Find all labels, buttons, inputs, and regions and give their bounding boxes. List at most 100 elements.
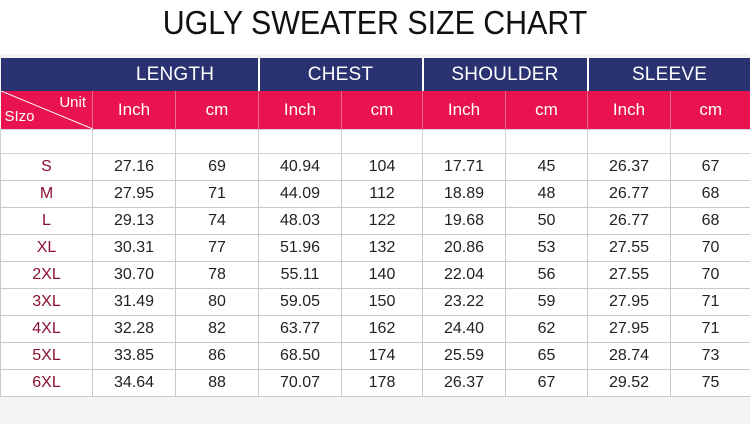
size-label: 6XL	[0, 369, 93, 397]
size-label: 5XL	[0, 342, 93, 370]
measurement-cell: 65	[505, 342, 588, 370]
measurement-cell: 50	[505, 207, 588, 235]
size-label: M	[0, 180, 93, 208]
unit-chest-inch: Inch	[258, 91, 342, 130]
unit-header-row: Unit SIzo Inch cm Inch cm Inch cm Inch c…	[0, 91, 750, 130]
size-label: XL	[0, 234, 93, 262]
measurement-cell: 150	[341, 288, 423, 316]
table-row: 4XL 32.28 82 63.77 162 24.40 62 27.95 71	[0, 315, 750, 343]
group-header-shoulder: SHOULDER	[421, 58, 588, 91]
measurement-cell: 59.05	[258, 288, 342, 316]
measurement-cell: 68	[669, 180, 750, 208]
unit-shoulder-cm: cm	[505, 91, 588, 130]
measurement-cell: 112	[341, 180, 423, 208]
size-label: 4XL	[0, 315, 93, 343]
measurement-cell: 73	[669, 342, 750, 370]
measurement-cell: 30.31	[92, 234, 176, 262]
measurement-cell: 29.52	[587, 369, 671, 397]
group-header-length: LENGTH	[92, 58, 259, 91]
measurement-cell: 22.04	[422, 261, 506, 289]
measurement-cell: 104	[341, 153, 423, 181]
measurement-cell: 27.55	[587, 234, 671, 262]
measurement-cell: 86	[175, 342, 259, 370]
table-row: L 29.13 74 48.03 122 19.68 50 26.77 68	[0, 207, 750, 235]
measurement-cell: 24.40	[422, 315, 506, 343]
group-header-blank	[0, 58, 93, 91]
size-label: 2XL	[0, 261, 93, 289]
measurement-cell: 174	[341, 342, 423, 370]
measurement-cell: 25.59	[422, 342, 506, 370]
page-title: UGLY SWEATER SIZE CHART	[162, 4, 588, 41]
corner-size-label: SIzo	[4, 108, 35, 125]
measurement-cell: 17.71	[422, 153, 506, 181]
measurement-group-header: LENGTH CHEST SHOULDER SLEEVE	[0, 58, 750, 91]
size-rows: S 27.16 69 40.94 104 17.71 45 26.37 67 M 27.95 71 44…	[0, 153, 750, 397]
size-label: L	[0, 207, 93, 235]
measurement-cell: 82	[175, 315, 259, 343]
measurement-cell: 31.49	[92, 288, 176, 316]
size-label: 3XL	[0, 288, 93, 316]
measurement-cell: 28.74	[587, 342, 671, 370]
unit-length-cm: cm	[175, 91, 259, 130]
measurement-cell: 29.13	[92, 207, 176, 235]
table-row: 3XL 31.49 80 59.05 150 23.22 59 27.95 71	[0, 288, 750, 316]
diagonal-divider	[0, 91, 93, 129]
measurement-cell: 70.07	[258, 369, 342, 397]
measurement-cell: 74	[175, 207, 259, 235]
measurement-cell: 26.37	[422, 369, 506, 397]
measurement-cell: 68	[669, 207, 750, 235]
measurement-cell: 23.22	[422, 288, 506, 316]
measurement-cell: 40.94	[258, 153, 342, 181]
measurement-cell: 132	[341, 234, 423, 262]
measurement-cell: 27.55	[587, 261, 671, 289]
unit-shoulder-inch: Inch	[422, 91, 506, 130]
measurement-cell: 56	[505, 261, 588, 289]
measurement-cell: 27.16	[92, 153, 176, 181]
measurement-cell: 27.95	[587, 315, 671, 343]
measurement-cell: 48.03	[258, 207, 342, 235]
table-row: 5XL 33.85 86 68.50 174 25.59 65 28.74 73	[0, 342, 750, 370]
measurement-cell: 67	[505, 369, 588, 397]
measurement-cell: 71	[669, 315, 750, 343]
measurement-cell: 27.95	[587, 288, 671, 316]
measurement-cell: 122	[341, 207, 423, 235]
group-header-sleeve: SLEEVE	[586, 58, 750, 91]
measurement-cell: 78	[175, 261, 259, 289]
unit-length-inch: Inch	[92, 91, 176, 130]
measurement-cell: 45	[505, 153, 588, 181]
table-row: 6XL 34.64 88 70.07 178 26.37 67 29.52 75	[0, 369, 750, 397]
corner-unit-label: Unit	[59, 94, 86, 111]
measurement-cell: 34.64	[92, 369, 176, 397]
measurement-cell: 77	[175, 234, 259, 262]
measurement-cell: 26.77	[587, 180, 671, 208]
measurement-cell: 70	[669, 261, 750, 289]
corner-cell: Unit SIzo	[0, 91, 93, 130]
measurement-cell: 178	[341, 369, 423, 397]
table-row: 2XL 30.70 78 55.11 140 22.04 56 27.55 70	[0, 261, 750, 289]
measurement-cell: 26.37	[587, 153, 671, 181]
size-chart-table: LENGTH CHEST SHOULDER SLEEVE Unit SIzo I…	[0, 58, 750, 397]
measurement-cell: 20.86	[422, 234, 506, 262]
unit-sleeve-cm: cm	[669, 91, 750, 130]
measurement-cell: 140	[341, 261, 423, 289]
measurement-cell: 88	[175, 369, 259, 397]
measurement-cell: 32.28	[92, 315, 176, 343]
measurement-cell: 18.89	[422, 180, 506, 208]
measurement-cell: 19.68	[422, 207, 506, 235]
table-row: S 27.16 69 40.94 104 17.71 45 26.37 67	[0, 153, 750, 181]
measurement-cell: 71	[175, 180, 259, 208]
table-row: M 27.95 71 44.09 112 18.89 48 26.77 68	[0, 180, 750, 208]
measurement-cell: 51.96	[258, 234, 342, 262]
table-row: XL 30.31 77 51.96 132 20.86 53 27.55 70	[0, 234, 750, 262]
measurement-cell: 162	[341, 315, 423, 343]
measurement-cell: 67	[669, 153, 750, 181]
measurement-cell: 48	[505, 180, 588, 208]
group-header-chest: CHEST	[257, 58, 423, 91]
measurement-cell: 26.77	[587, 207, 671, 235]
measurement-cell: 33.85	[92, 342, 176, 370]
measurement-cell: 27.95	[92, 180, 176, 208]
measurement-cell: 62	[505, 315, 588, 343]
unit-chest-cm: cm	[341, 91, 423, 130]
measurement-cell: 53	[505, 234, 588, 262]
measurement-cell: 75	[669, 369, 750, 397]
